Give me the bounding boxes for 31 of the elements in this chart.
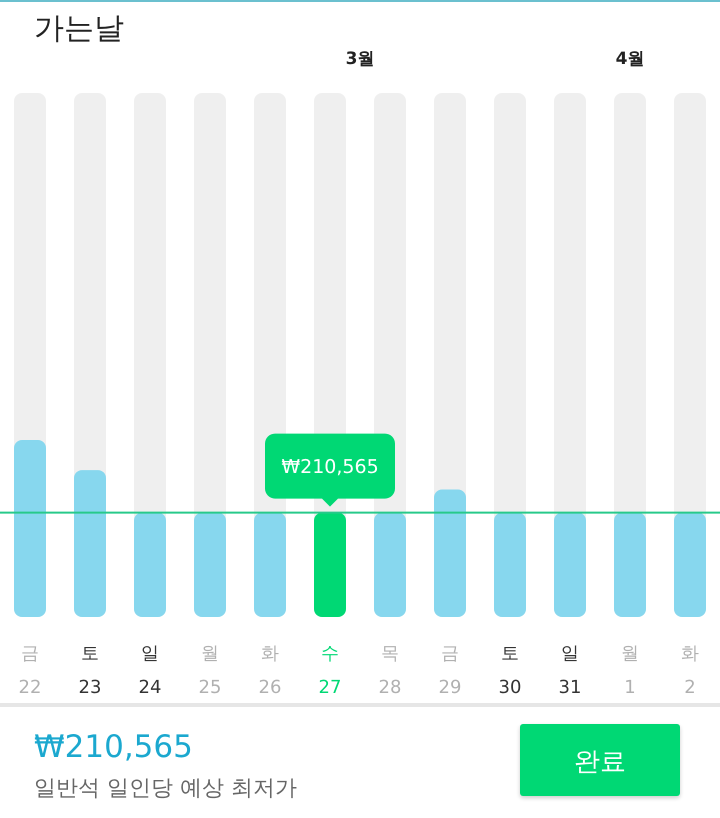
x-tick-label: 일 24 [138, 643, 162, 698]
x-tick-label: 수 27 [318, 643, 342, 698]
bar [494, 512, 526, 617]
bar [554, 512, 586, 617]
bar [74, 470, 106, 617]
x-tick-label: 토 23 [78, 643, 102, 698]
annotation: ₩210,565 [281, 456, 379, 478]
text: ₩210,565 [34, 729, 193, 765]
bar [254, 512, 286, 617]
x-tick-label: 금 29 [438, 643, 462, 698]
bar [614, 512, 646, 617]
bar [674, 512, 706, 617]
x-tick-label: 토 30 [498, 643, 522, 698]
x-tick-label: 월 25 [198, 643, 222, 698]
x-tick-label: 목 28 [378, 643, 402, 698]
x-tick-label: 화 26 [258, 643, 282, 698]
x-tick-label: 월 1 [621, 643, 639, 698]
x-tick-label: 금 22 [18, 643, 42, 698]
bar [314, 512, 346, 617]
text: 일반석 일인당 예상 최저가 [34, 776, 297, 801]
x-tick-label: 화 2 [681, 643, 700, 698]
chart-title: 가는날 [34, 11, 124, 46]
bar [134, 512, 166, 617]
x-tick-label: 일 31 [558, 643, 582, 698]
bar [374, 512, 406, 617]
text: 3월 [346, 49, 374, 69]
bar [14, 440, 46, 617]
text: 완료 [574, 747, 626, 777]
text: 4월 [616, 49, 644, 69]
bar [194, 512, 226, 617]
bar [434, 490, 466, 617]
